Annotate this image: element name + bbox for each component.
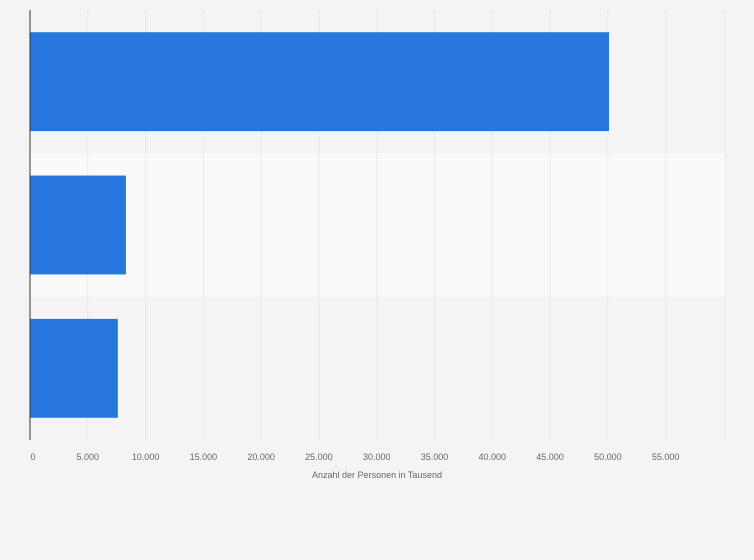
- x-tick-label: 20.000: [247, 452, 275, 462]
- x-axis-title: Anzahl der Personen in Tausend: [312, 470, 442, 480]
- x-tick-label: 25.000: [305, 452, 333, 462]
- x-tick-label: 50.000: [594, 452, 622, 462]
- x-tick-label: 35.000: [421, 452, 449, 462]
- row-band: [30, 153, 725, 297]
- x-tick-label: 40.000: [479, 452, 507, 462]
- gridlines: [87, 10, 726, 440]
- x-tick-label: 55.000: [652, 452, 680, 462]
- bar: [30, 32, 609, 132]
- row-band: [30, 296, 725, 440]
- x-tick-labels: 0 5.000 10.000 15.000 20.000 25.000 30.000 35.0…: [30, 452, 679, 462]
- x-tick-label: 45.000: [536, 452, 564, 462]
- x-tick-label: 30.000: [363, 452, 391, 462]
- x-tick-label: 15.000: [190, 452, 218, 462]
- bar: [30, 175, 126, 275]
- bar: [30, 318, 118, 418]
- x-tick-label: 10.000: [132, 452, 160, 462]
- x-tick-label: 5.000: [77, 452, 100, 462]
- bars: [30, 32, 609, 418]
- x-tick-label: 0: [30, 452, 35, 462]
